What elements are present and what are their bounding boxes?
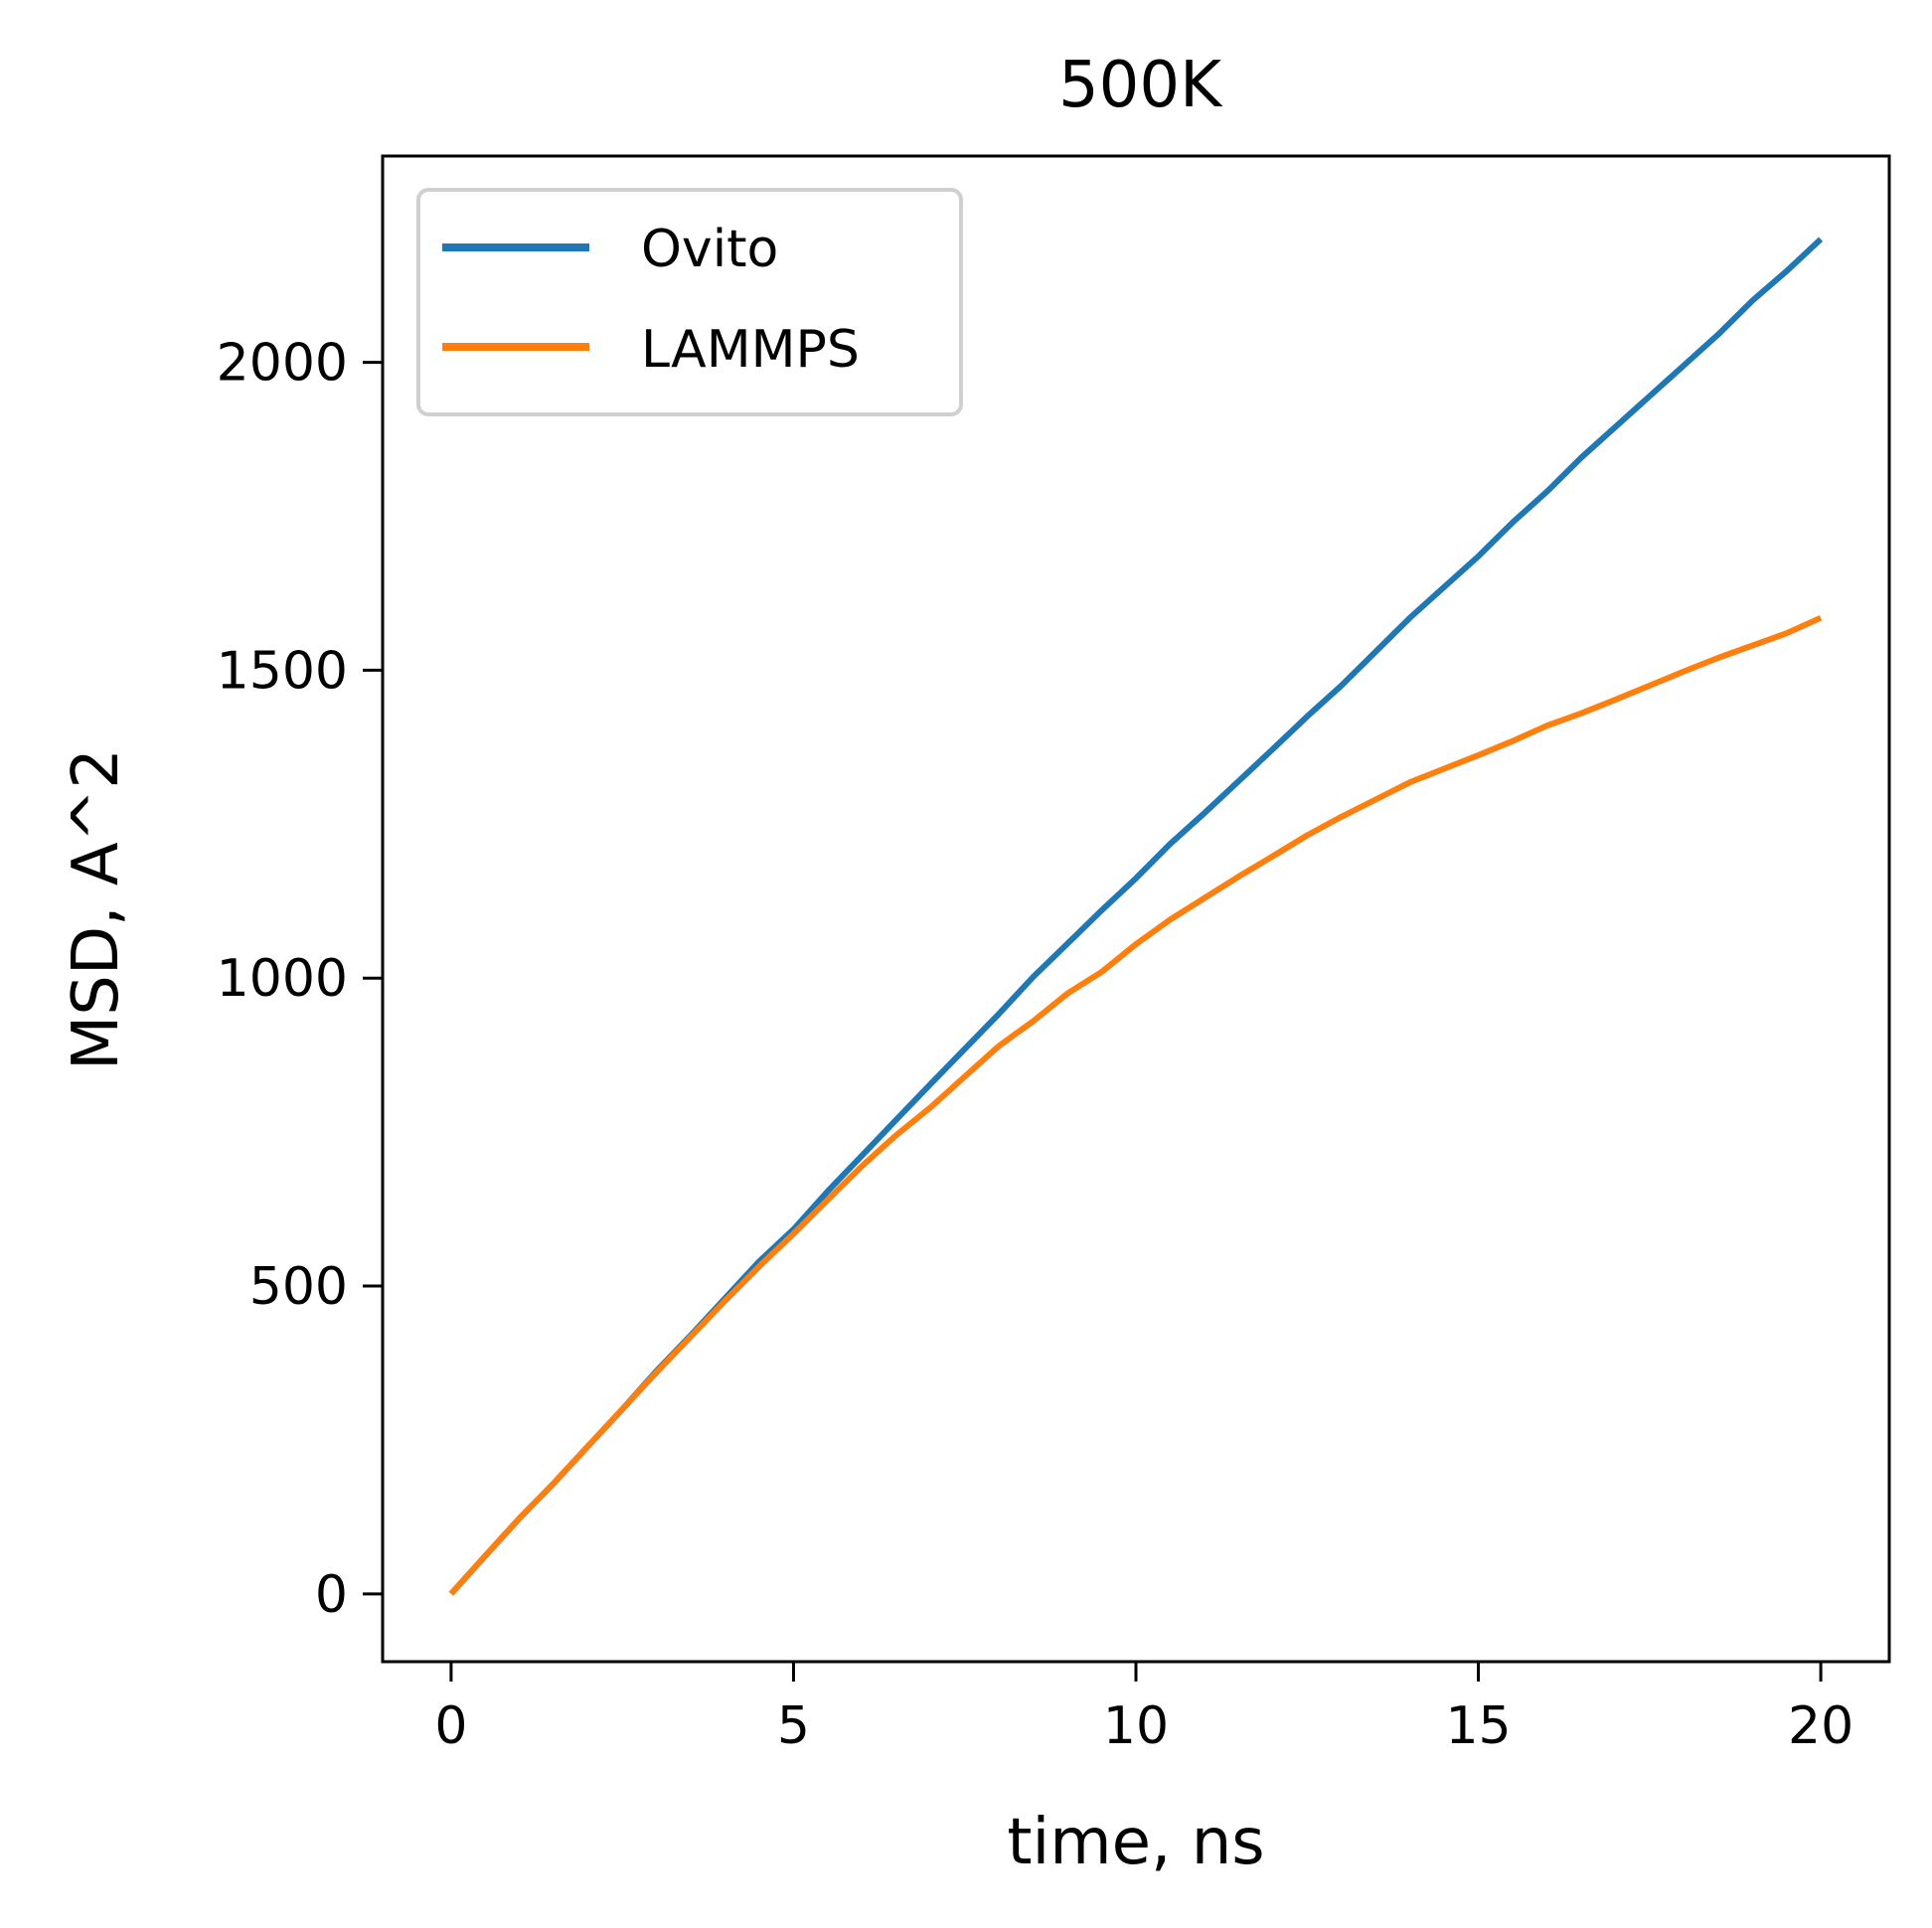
y-tick-label: 2000 [217, 334, 348, 394]
x-tick-label: 5 [777, 1696, 810, 1756]
chart-title: 500K [1058, 49, 1223, 122]
y-tick-label: 1000 [217, 949, 348, 1009]
x-axis-label: time, ns [1007, 1806, 1264, 1879]
series-line-ovito [448, 237, 1824, 1596]
x-tick-label: 15 [1445, 1696, 1511, 1756]
x-axis-ticks: 0 5 10 15 20 [434, 1662, 1853, 1756]
y-tick-label: 1500 [217, 641, 348, 701]
legend-label-ovito: Ovito [641, 220, 778, 279]
x-tick-label: 20 [1788, 1696, 1853, 1756]
x-tick-label: 10 [1103, 1696, 1169, 1756]
x-tick-label: 0 [434, 1696, 467, 1756]
y-axis-label: MSD, A^2 [60, 748, 133, 1070]
y-tick-label: 0 [315, 1565, 348, 1625]
legend: Ovito LAMMPS [416, 188, 963, 416]
series-line-lammps [448, 614, 1823, 1596]
legend-label-lammps: LAMMPS [641, 320, 860, 380]
series-layer [448, 237, 1824, 1596]
y-axis-ticks: 0 500 1000 1500 2000 [217, 334, 383, 1625]
y-tick-label: 500 [249, 1257, 348, 1317]
